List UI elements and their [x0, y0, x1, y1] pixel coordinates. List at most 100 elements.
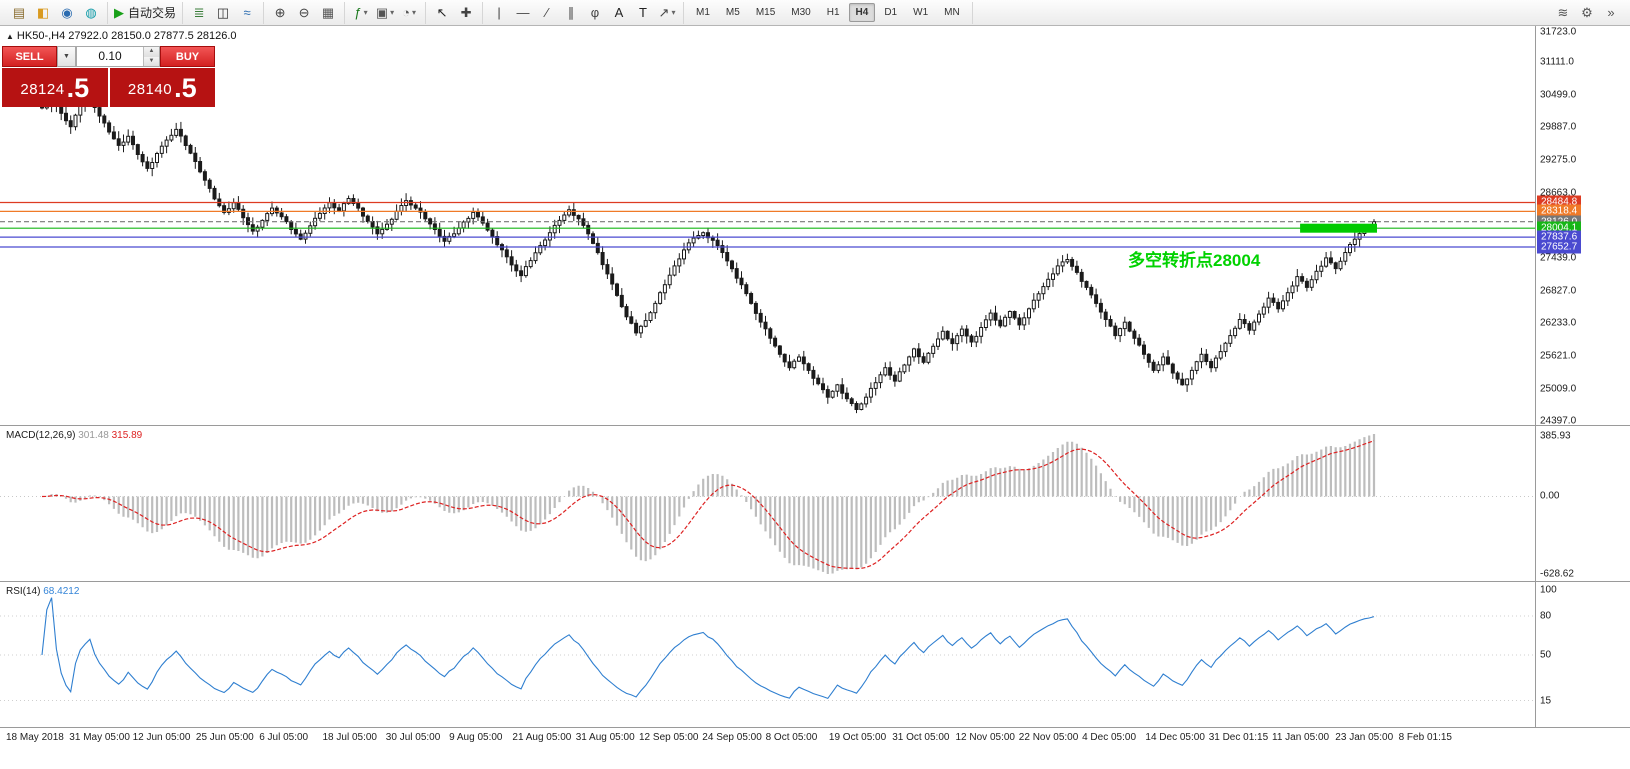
chart-window-icon[interactable]: ◧ — [36, 4, 50, 20]
buy-price-main: 28140 — [127, 81, 173, 98]
text-icon[interactable]: A — [614, 5, 624, 20]
indicators-icon[interactable]: ƒ ▾ — [354, 5, 368, 20]
rsi-line — [41, 597, 1375, 700]
time-axis-label: 18 Jul 05:00 — [322, 732, 378, 743]
channel-icon[interactable]: ∥ — [567, 4, 575, 20]
axis-label: 80 — [1540, 610, 1552, 622]
order-type-dropdown[interactable]: ▼ — [57, 46, 76, 67]
fibonacci-icon[interactable]: φ — [590, 5, 600, 20]
sell-price-main: 28124 — [20, 81, 65, 98]
level-price-label: 27837.6 — [1537, 230, 1582, 244]
new-order-icon[interactable]: ▤ — [12, 4, 26, 20]
main-toolbar: ▤ ◧ ◉ ◍ ▶ 自动交易 ≣ ◫ ≈ ⊕ ⊖ ▦ ƒ ▾ ▣ ▾ ◔ ▾ ↖ ✚ | — ∕ ∥ φ A T ↗ ▾ M1 M5 M15 M… — [0, 0, 1630, 26]
timeframe-mn[interactable]: MN — [944, 7, 960, 18]
period-icon[interactable]: ◔ ▾ — [402, 5, 416, 20]
macd-axis[interactable]: 385.93 0.00 -628.62 — [1535, 426, 1630, 581]
time-axis-label: 25 Jun 05:00 — [195, 732, 254, 743]
buy-price-frac: .5 — [174, 73, 197, 103]
axis-label: 27439.0 — [1540, 252, 1577, 264]
axis-label: 100 — [1540, 584, 1557, 596]
line-chart-icon[interactable]: ≈ — [243, 5, 251, 20]
arrows-icon[interactable]: ↗ ▾ — [658, 4, 676, 20]
cursor-icon[interactable]: ↖ — [436, 4, 448, 20]
depth-of-market-icon[interactable]: ≋ — [1557, 4, 1569, 20]
macd-signal-value: 315.89 — [111, 430, 143, 441]
templates-icon-dropdown[interactable]: ▾ — [390, 8, 395, 17]
timeframe-h4[interactable]: H4 — [848, 3, 876, 22]
axis-label: 28663.0 — [1540, 187, 1577, 199]
toolbar-group: ▶ 自动交易 — [108, 1, 184, 24]
timeframe-m30[interactable]: M30 — [791, 7, 811, 18]
profiles-icon[interactable]: ◉ — [61, 4, 73, 20]
arrows-icon-dropdown[interactable]: ▾ — [671, 8, 676, 17]
bar-chart-icon[interactable]: ≣ — [193, 4, 205, 20]
level-price-label: 27652.7 — [1537, 240, 1582, 254]
axis-label: 25621.0 — [1540, 350, 1577, 362]
rsi-canvas[interactable] — [0, 582, 1535, 728]
horizontal-levels-layer[interactable] — [0, 201, 1535, 248]
macd-label: MACD(12,26,9) 301.48 315.89 — [6, 430, 143, 441]
macd-canvas[interactable] — [0, 426, 1535, 582]
trendline-icon[interactable]: ∕ — [545, 5, 549, 20]
period-icon-dropdown[interactable]: ▾ — [411, 8, 416, 17]
templates-icon[interactable]: ▣ ▾ — [375, 4, 395, 20]
zoom-out-icon[interactable]: ⊖ — [298, 4, 310, 20]
axis-label: -628.62 — [1540, 568, 1574, 580]
candlestick-chart-icon[interactable]: ◫ — [216, 4, 230, 20]
axis-label: 0.00 — [1540, 490, 1560, 502]
axis-label: 31111.0 — [1540, 56, 1574, 68]
sell-button[interactable]: SELL — [2, 46, 57, 67]
timeframe-m1[interactable]: M1 — [696, 7, 710, 18]
timeframe-w1[interactable]: W1 — [913, 7, 929, 18]
time-axis-label: 31 Dec 01:15 — [1208, 732, 1269, 743]
timeframe-m5[interactable]: M5 — [725, 7, 740, 18]
label-icon[interactable]: T — [639, 5, 647, 20]
axis-label: 50 — [1540, 649, 1552, 661]
chart-ohlc-values: 27922.0 28150.0 27877.5 28126.0 — [68, 30, 237, 42]
time-axis-label: 6 Jul 05:00 — [259, 732, 309, 743]
lot-size-input[interactable]: 0.10 — [98, 49, 122, 63]
price-chart-canvas[interactable] — [0, 26, 1535, 425]
help-icon[interactable]: ◍ — [85, 4, 97, 20]
toolbar-group: | — ∕ ∥ φ A T ↗ ▾ — [483, 1, 685, 24]
timeframe-h1[interactable]: H1 — [826, 7, 840, 18]
time-axis-label: 11 Jan 05:00 — [1272, 732, 1330, 743]
time-axis-label: 30 Jul 05:00 — [385, 732, 441, 743]
lot-stepper-up[interactable]: ▲ — [144, 47, 159, 57]
vertical-line-icon[interactable]: | — [497, 5, 501, 20]
rsi-label: RSI(14) 68.4212 — [6, 586, 80, 597]
macd-signal-line — [41, 440, 1375, 570]
time-axis-label: 9 Aug 05:00 — [449, 732, 503, 743]
zoom-in-icon[interactable]: ⊕ — [274, 4, 286, 20]
time-axis-label: 4 Dec 05:00 — [1082, 732, 1137, 743]
time-axis-label: 23 Jan 05:00 — [1335, 732, 1394, 743]
time-axis-label: 19 Oct 05:00 — [828, 732, 887, 743]
tile-windows-icon[interactable]: ▦ — [321, 4, 335, 20]
settings-icon[interactable]: ⚙ — [1581, 4, 1593, 20]
lot-stepper-down[interactable]: ▼ — [144, 56, 159, 66]
time-axis-label: 8 Feb 01:15 — [1398, 732, 1452, 743]
sell-price-frac: .5 — [66, 73, 90, 103]
price-axis[interactable]: 31723.0 31111.0 30499.0 29887.0 29275.0 28663… — [1535, 26, 1630, 427]
rsi-axis[interactable]: 100 80 50 15 — [1535, 582, 1630, 727]
time-axis-label: 31 Oct 05:00 — [892, 732, 950, 743]
horizontal-line-icon[interactable]: — — [516, 5, 530, 20]
sell-price-button[interactable]: 28124 .5 — [2, 68, 108, 107]
crosshair-icon[interactable]: ✚ — [460, 4, 472, 20]
buy-price-button[interactable]: 28140 .5 — [109, 68, 215, 107]
timeframe-m15[interactable]: M15 — [755, 7, 776, 18]
timeframe-d1[interactable]: D1 — [884, 7, 898, 18]
one-click-trading-panel: SELL ▼ 0.10 ▲ ▼ BUY 28124 .5 28140 — [2, 46, 215, 107]
more-icon[interactable]: » — [1607, 5, 1615, 20]
expand-icon[interactable]: ▲ — [6, 32, 14, 41]
buy-button[interactable]: BUY — [160, 46, 215, 67]
axis-label: 385.93 — [1540, 430, 1571, 442]
indicators-icon-dropdown[interactable]: ▾ — [363, 8, 368, 17]
time-axis-label: 22 Nov 05:00 — [1018, 732, 1079, 743]
time-axis[interactable]: 18 May 2018 31 May 05:00 12 Jun 05:00 25 Ju… — [0, 727, 1630, 769]
highlight-zone[interactable] — [1300, 223, 1377, 233]
time-axis-label: 8 Oct 05:00 — [765, 732, 818, 743]
autotrade-button[interactable]: ▶ 自动交易 — [113, 2, 177, 24]
rsi-pane: 100 80 50 15 RSI(14) 68.4212 — [0, 581, 1630, 727]
